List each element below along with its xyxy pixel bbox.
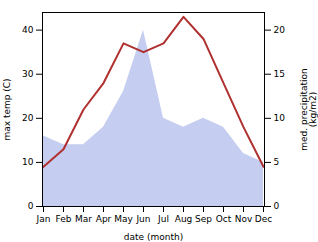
svg-text:0: 0: [28, 201, 34, 211]
svg-text:20: 20: [274, 25, 286, 35]
svg-text:May: May: [114, 214, 133, 224]
svg-text:Jan: Jan: [36, 214, 51, 224]
svg-text:Feb: Feb: [56, 214, 72, 224]
svg-text:max temp (C): max temp (C): [2, 78, 12, 140]
svg-text:Jul: Jul: [157, 214, 169, 224]
svg-text:Oct: Oct: [216, 214, 232, 224]
svg-text:date (month): date (month): [124, 232, 183, 242]
svg-text:Aug: Aug: [175, 214, 193, 224]
svg-text:Jun: Jun: [135, 214, 150, 224]
svg-text:5: 5: [274, 157, 280, 167]
svg-text:15: 15: [274, 69, 285, 79]
svg-text:0: 0: [274, 201, 280, 211]
svg-text:med. precipitation(kg/m2): med. precipitation(kg/m2): [299, 68, 318, 150]
svg-text:Dec: Dec: [255, 214, 272, 224]
svg-text:Sep: Sep: [195, 214, 212, 224]
svg-text:20: 20: [22, 113, 34, 123]
svg-text:10: 10: [274, 113, 286, 123]
svg-text:Apr: Apr: [96, 214, 112, 224]
svg-text:10: 10: [22, 157, 34, 167]
svg-text:Nov: Nov: [235, 214, 253, 224]
svg-text:40: 40: [22, 25, 34, 35]
svg-text:Mar: Mar: [75, 214, 92, 224]
svg-text:30: 30: [22, 69, 34, 79]
